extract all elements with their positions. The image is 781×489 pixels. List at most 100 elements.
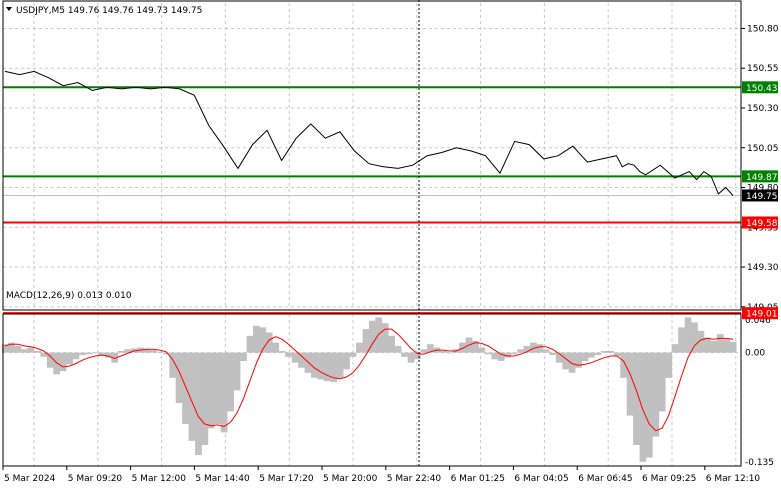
macd-bar	[175, 352, 183, 403]
macd-bar	[66, 352, 73, 365]
time-tick-label: 5 Mar 17:20	[259, 474, 314, 484]
macd-bar	[613, 352, 621, 356]
menu-triangle-down-icon[interactable]	[6, 7, 12, 11]
macd-bar	[311, 352, 318, 378]
macd-bar	[523, 345, 531, 353]
time-tick-label: 6 Mar 09:25	[642, 474, 696, 484]
macd-bar	[253, 325, 260, 353]
macd-bar	[646, 352, 653, 458]
macd-bar	[98, 352, 106, 356]
time-axis-labels: 5 Mar 2024 5 Mar 09:20 5 Mar 12:00 5 Mar 14…	[2, 466, 761, 484]
macd-bar	[407, 352, 415, 363]
time-tick-label: 5 Mar 2024	[4, 474, 56, 484]
time-tick-label: 5 Mar 14:40	[195, 474, 250, 484]
time-tick-label: 5 Mar 09:20	[68, 474, 123, 484]
time-tick-label: 6 Mar 04:05	[514, 474, 568, 484]
macd-bar	[317, 352, 325, 380]
macd-bar	[691, 322, 698, 353]
macd-bar	[472, 340, 479, 353]
macd-bar	[388, 335, 395, 353]
macd-bar	[259, 327, 267, 353]
macd-bar	[150, 350, 157, 353]
macd-bar	[1, 344, 9, 353]
macd-indicator-title: MACD(12,26,9) 0.013 0.010	[6, 291, 132, 301]
price-series-line	[4, 70, 734, 196]
macd-bar	[420, 349, 428, 353]
macd-bar	[517, 349, 524, 353]
time-tick-label: 6 Mar 06:45	[578, 474, 632, 484]
macd-bar	[169, 352, 176, 378]
macd-bar	[323, 352, 331, 382]
macd-bar	[85, 352, 93, 355]
macd-bar	[369, 320, 376, 353]
macd-bar	[46, 352, 54, 368]
macd-bar	[104, 352, 112, 358]
macd-bar	[214, 352, 222, 424]
level-price-tag	[742, 81, 778, 94]
level-price-tag-label: 149.01	[746, 310, 778, 320]
level-price-tag	[742, 216, 778, 229]
macd-bar	[633, 352, 640, 445]
macd-bar	[723, 339, 730, 353]
macd-axis-labels: 0.046 0.00 -0.135	[745, 316, 774, 468]
macd-bar	[716, 334, 724, 353]
macd-bar	[381, 323, 389, 353]
macd-bar	[568, 352, 576, 373]
level-price-tag-label: 150.43	[746, 84, 778, 94]
macd-bar	[343, 352, 350, 370]
price-tick-label: 150.05	[747, 144, 779, 154]
level-price-tag	[742, 307, 778, 320]
macd-bar	[291, 352, 299, 363]
macd-bar	[414, 352, 421, 360]
macd-tick-label: -0.135	[745, 458, 774, 468]
macd-bar	[21, 349, 28, 353]
time-tick-label: 6 Mar 01:25	[451, 474, 505, 484]
macd-bar	[233, 352, 241, 391]
macd-bar	[285, 352, 292, 357]
time-tick-label: 5 Mar 20:00	[323, 474, 378, 484]
macd-bar	[581, 352, 589, 361]
macd-bar	[356, 342, 363, 353]
macd-bar	[594, 352, 602, 356]
macd-bar	[491, 352, 499, 360]
macd-bar	[27, 347, 35, 353]
main-panel-frame	[2, 0, 742, 311]
macd-bar	[14, 345, 22, 353]
level-price-tags: 150.43 149.87 149.58 149.01 149.75	[742, 81, 778, 320]
macd-bar	[536, 344, 544, 353]
price-tick-label: 149.80	[747, 184, 779, 194]
macd-bar	[336, 352, 344, 378]
macd-tick-label: 0.00	[745, 349, 765, 359]
macd-bar	[227, 352, 234, 412]
macd-bar	[278, 351, 286, 353]
price-tick-label: 149.30	[747, 263, 779, 273]
macd-bar	[549, 352, 557, 356]
macd-bar	[704, 337, 711, 353]
macd-bar	[8, 342, 15, 353]
macd-bar	[59, 352, 67, 372]
macd-bar	[349, 352, 357, 357]
macd-bar	[362, 329, 370, 353]
macd-bar	[162, 352, 170, 355]
time-tick-label: 6 Mar 12:10	[706, 474, 761, 484]
macd-bar	[555, 352, 563, 363]
macd-bar	[375, 317, 383, 353]
macd-bar	[497, 352, 505, 361]
macd-bar	[710, 340, 718, 353]
macd-bar	[201, 352, 209, 445]
time-tick-label: 5 Mar 12:00	[132, 474, 187, 484]
panel-frames	[2, 0, 742, 467]
macd-bar	[34, 351, 41, 353]
macd-bar	[117, 351, 125, 353]
macd-bar	[658, 352, 666, 412]
price-tick-label: 150.30	[747, 104, 779, 114]
macd-bar	[240, 352, 247, 361]
macd-signal-line	[4, 328, 734, 432]
macd-bar	[542, 349, 550, 353]
price-axis-labels: 150.80150.55150.30150.05149.80149.55149.…	[741, 24, 779, 313]
price-tick-label: 150.55	[747, 64, 779, 74]
macd-bar	[124, 349, 131, 353]
macd-bar	[729, 341, 737, 353]
macd-bar	[111, 352, 118, 363]
